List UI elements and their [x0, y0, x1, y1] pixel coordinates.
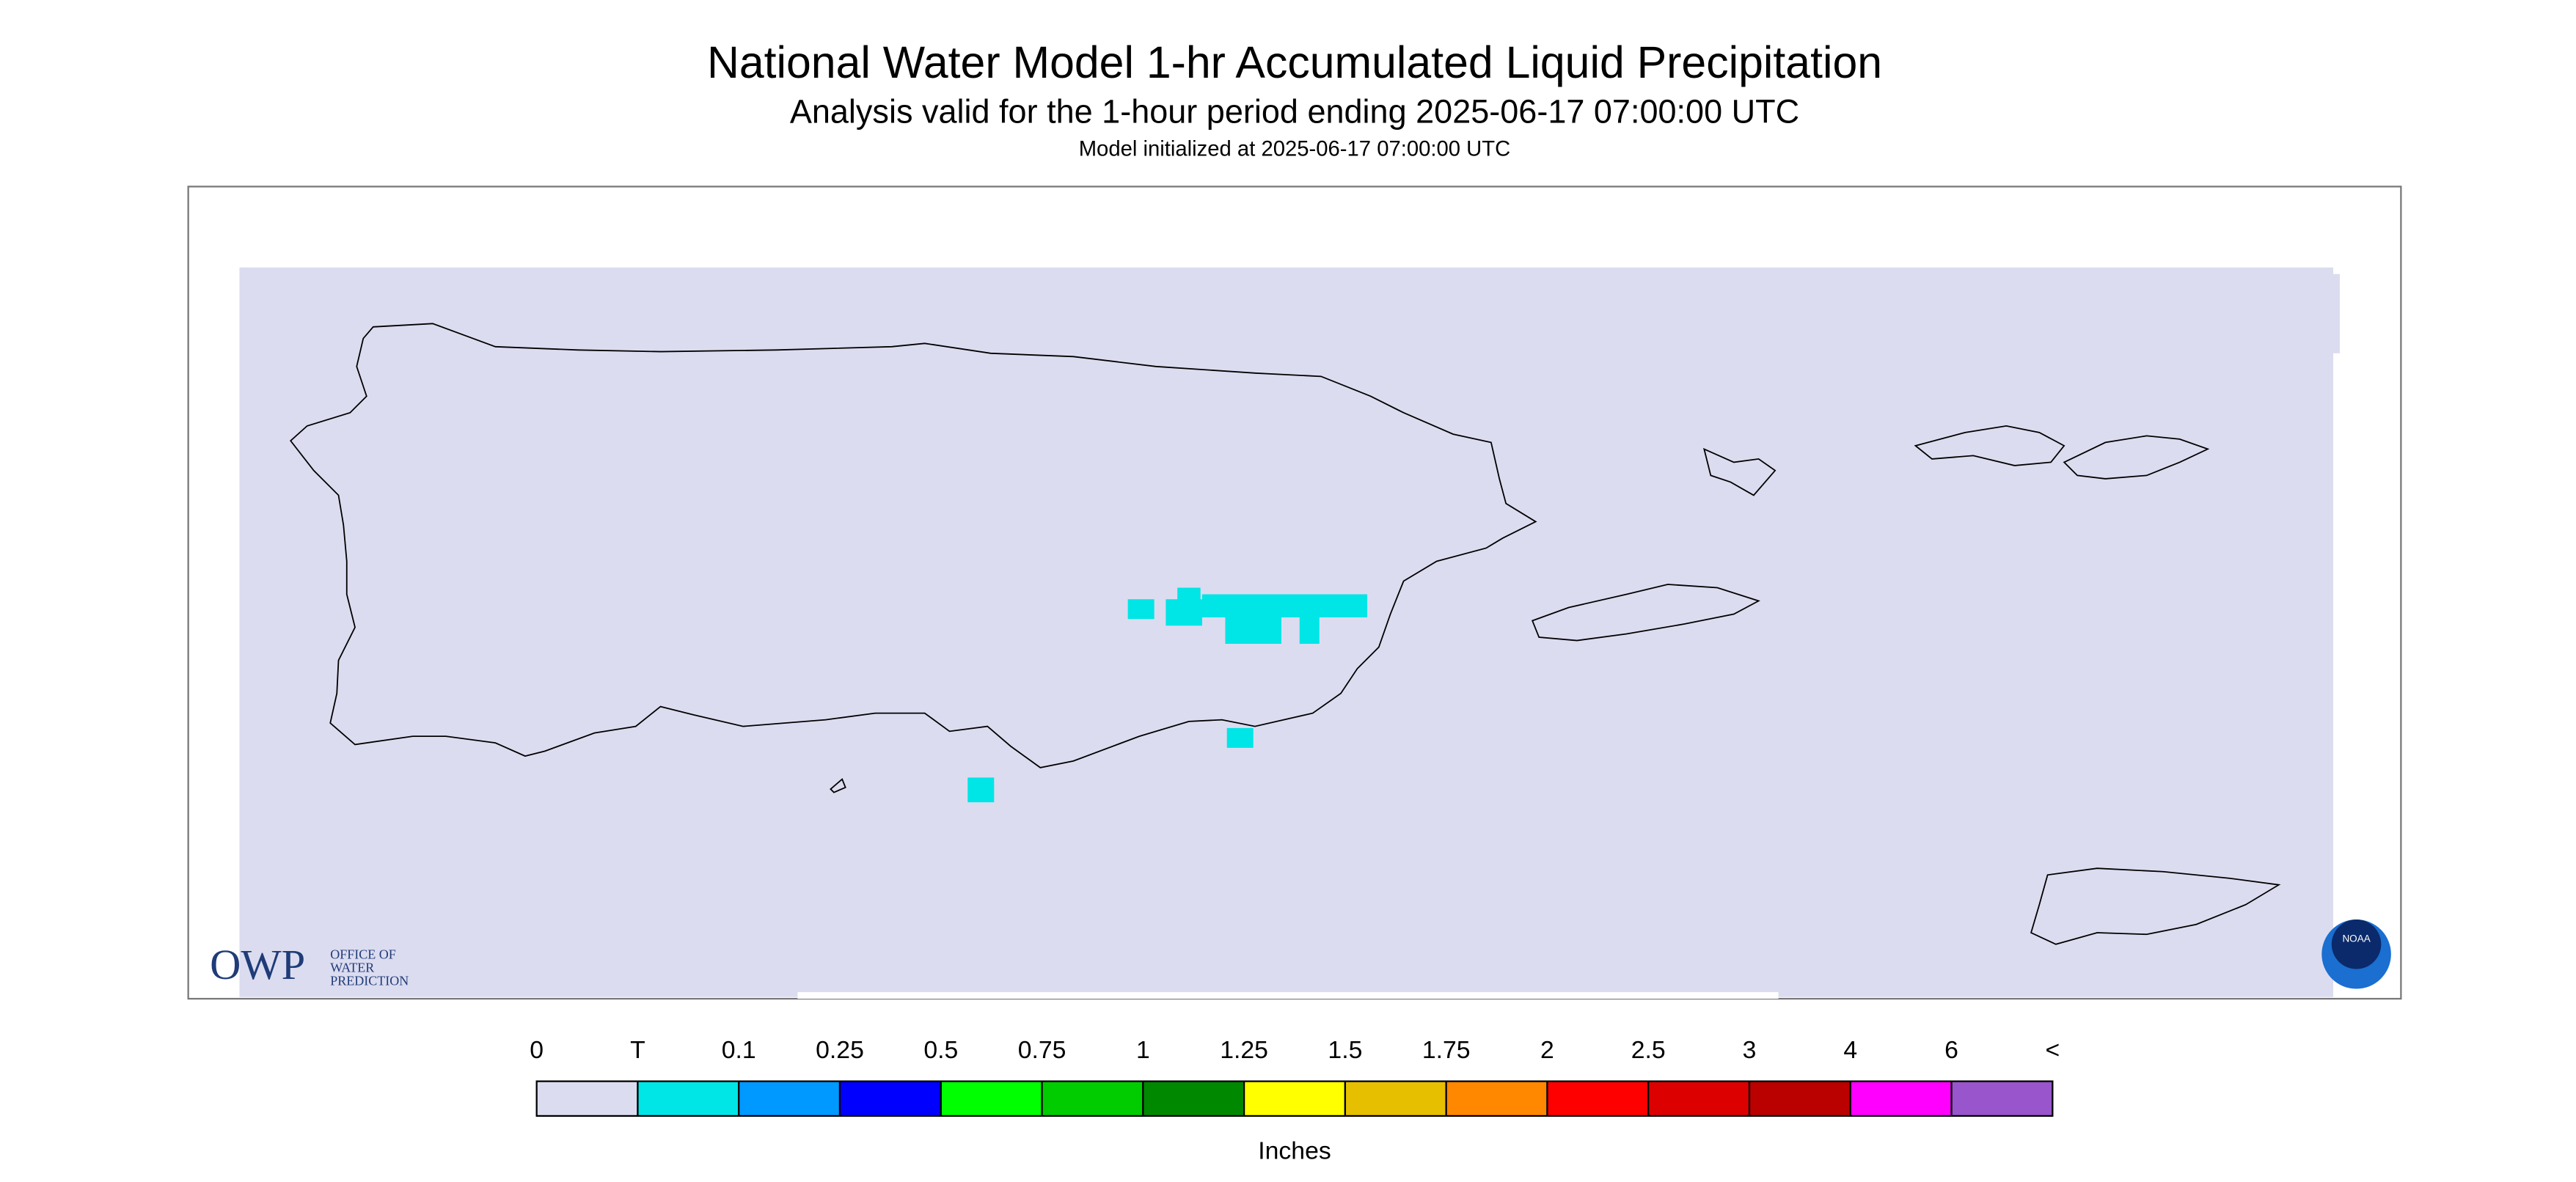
- legend-label: T: [630, 1036, 645, 1064]
- legend-swatch: [1243, 1080, 1347, 1117]
- legend-swatch: [637, 1080, 740, 1117]
- legend-swatch: [1647, 1080, 1751, 1117]
- legend-label: 1: [1136, 1036, 1150, 1064]
- legend-swatch: [1344, 1080, 1447, 1117]
- legend-swatch: [1445, 1080, 1548, 1117]
- legend-swatch: [738, 1080, 841, 1117]
- model-domain: [239, 267, 2334, 997]
- init-note: Model initialized at 2025-06-17 07:00:00…: [1079, 138, 1511, 161]
- precip-cells: [967, 587, 1368, 803]
- legend-label: 0.25: [816, 1036, 864, 1064]
- legend-swatch: [1748, 1080, 1851, 1117]
- legend-label: 0.75: [1018, 1036, 1066, 1064]
- legend-swatch: [1546, 1080, 1650, 1117]
- legend-label: 1.75: [1422, 1036, 1471, 1064]
- legend-label: <: [2045, 1036, 2060, 1064]
- legend-swatch: [535, 1080, 639, 1117]
- legend: 0 T 0.1 0.25 0.5 0.75 1 1.25 1.5 1.75 2 2.5 3 4 6 <: [530, 1036, 2060, 1117]
- legend-swatch: [1041, 1080, 1144, 1117]
- legend-label: 4: [1843, 1036, 1857, 1064]
- legend-label: 2: [1540, 1036, 1554, 1064]
- owp-mark: OWP: [210, 941, 305, 988]
- title: National Water Model 1-hr Accumulated Li…: [707, 37, 1882, 87]
- legend-label: 0: [530, 1036, 544, 1064]
- legend-swatch: [940, 1080, 1043, 1117]
- noaa-logo: NOAA: [2321, 919, 2391, 989]
- legend-label: 1.5: [1328, 1036, 1362, 1064]
- domain-gap: [797, 992, 1779, 999]
- owp-logo: OWP OFFICE OF WATER PREDICTION: [210, 941, 409, 988]
- legend-label: 2.5: [1631, 1036, 1666, 1064]
- noaa-text: NOAA: [2342, 933, 2370, 944]
- owp-text: PREDICTION: [330, 974, 409, 988]
- legend-label: 0.5: [923, 1036, 958, 1064]
- legend-swatch: [1950, 1080, 2054, 1117]
- owp-text: WATER: [330, 961, 374, 975]
- noaa-inner: [2331, 919, 2382, 969]
- owp-text: OFFICE OF: [330, 947, 396, 962]
- legend-label: 6: [1944, 1036, 1958, 1064]
- map: OWP OFFICE OF WATER PREDICTION NOAA: [210, 267, 2391, 999]
- coastlines: [290, 323, 2281, 945]
- legend-swatch: [838, 1080, 942, 1117]
- model-domain: [2331, 274, 2341, 353]
- legend-label: 1.25: [1220, 1036, 1268, 1064]
- legend-swatch: [1849, 1080, 1953, 1117]
- legend-title: Inches: [1258, 1137, 1331, 1164]
- subtitle: Analysis valid for the 1-hour period end…: [790, 92, 1799, 130]
- legend-swatch: [1142, 1080, 1245, 1117]
- legend-label: 0.1: [722, 1036, 756, 1064]
- legend-label: 3: [1743, 1036, 1757, 1064]
